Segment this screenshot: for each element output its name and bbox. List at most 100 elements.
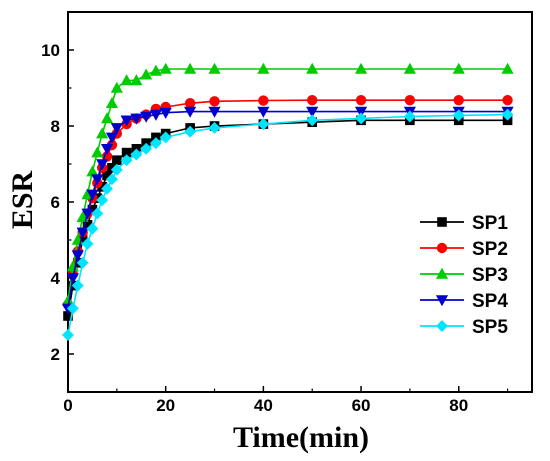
data-point-sp3: [306, 62, 319, 74]
data-point-sp5: [110, 163, 123, 176]
data-point-sp5: [120, 154, 133, 167]
series-sp4: [61, 106, 514, 315]
data-point-sp4: [96, 159, 109, 171]
y-tick-label: 6: [51, 193, 60, 212]
data-point-sp5: [257, 118, 270, 131]
data-point-sp3: [159, 62, 172, 74]
legend-marker: [435, 295, 449, 307]
data-point-sp2: [502, 94, 513, 106]
data-point-sp4: [130, 113, 143, 125]
legend-label: SP2: [472, 239, 508, 260]
data-point-sp5: [355, 112, 368, 125]
data-point-sp3: [140, 68, 153, 80]
data-point-sp2: [209, 96, 220, 107]
data-point-sp5: [105, 173, 118, 186]
data-point-sp3: [257, 62, 270, 74]
data-point-sp3: [354, 62, 368, 74]
data-point-sp3: [110, 81, 123, 93]
data-point-sp4: [81, 208, 94, 220]
data-point-sp5: [130, 148, 143, 161]
data-point-sp3: [100, 112, 114, 124]
legend-marker: [437, 217, 447, 227]
legend-marker: [436, 320, 448, 332]
data-point-sp5: [81, 237, 94, 250]
data-point-sp4: [140, 111, 153, 123]
data-point-sp5: [306, 114, 319, 127]
data-point-sp3: [208, 62, 221, 74]
data-point-sp4: [354, 106, 368, 118]
data-point-sp4: [66, 273, 79, 285]
data-point-sp5: [86, 222, 99, 235]
x-axis-title: Time(min): [233, 421, 369, 454]
legend-item-sp5: SP5: [420, 317, 508, 338]
data-point-sp4: [159, 107, 172, 119]
data-point-sp5: [159, 131, 172, 144]
data-point-sp2: [258, 95, 269, 106]
legend-label: SP1: [472, 213, 508, 234]
series-line-sp4: [67, 110, 508, 309]
x-tick-label: 0: [63, 396, 72, 415]
data-point-sp4: [257, 106, 270, 118]
data-point-sp4: [86, 189, 99, 201]
data-point-sp4: [184, 106, 197, 118]
y-tick-label: 10: [41, 41, 60, 60]
x-tick-label: 40: [254, 396, 273, 415]
data-point-sp3: [105, 96, 119, 108]
series-line-sp3: [67, 68, 508, 301]
data-point-sp5: [403, 110, 416, 123]
legend-label: SP3: [472, 265, 508, 286]
data-point-sp3: [130, 74, 143, 86]
data-point-sp5: [149, 137, 162, 150]
data-point-sp3: [96, 127, 109, 139]
data-point-sp3: [403, 62, 416, 74]
data-point-sp3: [452, 62, 465, 74]
y-tick-label: 8: [51, 117, 60, 136]
data-point-sp5: [101, 182, 114, 195]
data-point-sp2: [307, 94, 318, 106]
data-point-sp4: [306, 106, 319, 118]
data-point-sp3: [120, 74, 133, 86]
data-point-sp4: [208, 106, 221, 118]
data-point-sp3: [149, 64, 162, 76]
legend-item-sp2: SP2: [420, 239, 508, 260]
data-point-sp5: [96, 194, 109, 207]
data-point-sp3: [184, 62, 197, 74]
data-point-sp5: [91, 207, 104, 220]
data-point-sp4: [100, 143, 114, 156]
data-point-sp4: [105, 132, 119, 144]
y-tick-label: 2: [51, 345, 60, 364]
x-tick-label: 20: [156, 396, 175, 415]
data-point-sp5: [66, 302, 79, 315]
data-point-sp5: [184, 125, 197, 138]
data-point-sp3: [91, 146, 104, 158]
legend-marker: [436, 242, 448, 254]
data-point-sp2: [355, 94, 367, 106]
data-point-sp2: [184, 97, 196, 109]
data-point-sp5: [71, 279, 84, 292]
data-point-sp5: [76, 256, 89, 269]
data-point-sp4: [76, 227, 89, 239]
data-point-sp5: [452, 109, 465, 122]
data-point-sp2: [453, 94, 464, 106]
data-point-sp5: [140, 142, 153, 155]
data-point-sp4: [110, 123, 123, 135]
data-point-sp4: [120, 115, 133, 127]
data-point-sp5: [501, 108, 514, 121]
data-point-sp4: [71, 250, 84, 262]
y-axis-title: ESR: [6, 170, 39, 229]
series-sp5: [62, 108, 514, 341]
x-tick-label: 80: [449, 396, 468, 415]
y-tick-label: 4: [51, 269, 61, 288]
data-point-sp3: [501, 62, 514, 74]
legend-label: SP5: [472, 317, 508, 338]
data-point-sp1: [112, 155, 122, 166]
data-point-sp5: [62, 329, 74, 341]
data-point-sp5: [208, 121, 221, 134]
legend-item-sp1: SP1: [420, 213, 508, 234]
legend-item-sp4: SP4: [420, 291, 508, 312]
data-point-sp4: [91, 174, 104, 186]
data-point-sp2: [404, 94, 416, 106]
legend-marker: [435, 267, 449, 279]
data-point-sp4: [149, 109, 162, 121]
